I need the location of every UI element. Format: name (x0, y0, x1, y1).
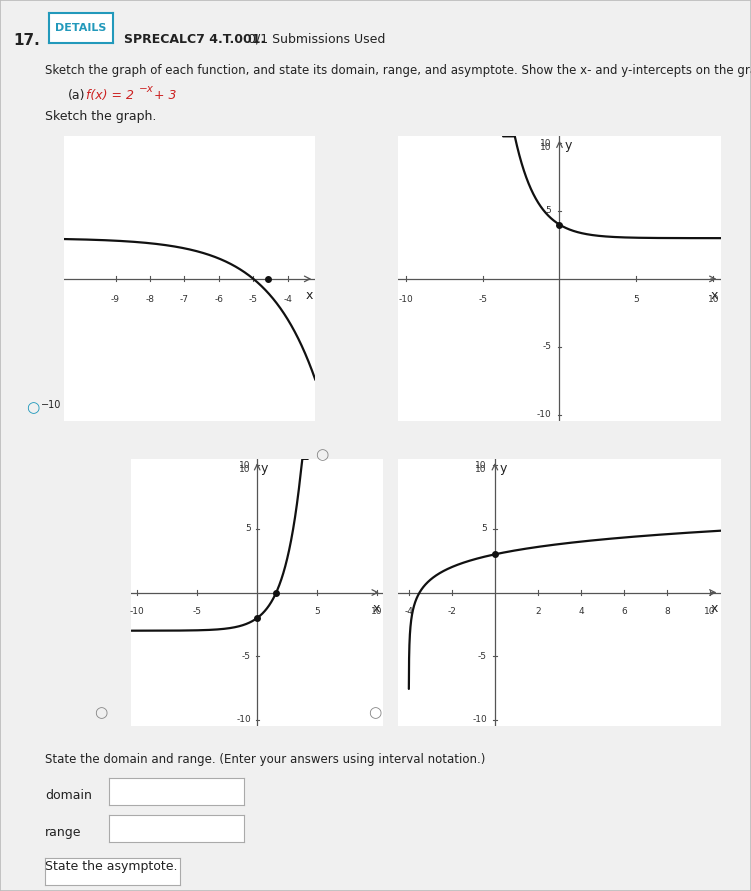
Text: -5: -5 (242, 651, 251, 660)
Text: State the domain and range. (Enter your answers using interval notation.): State the domain and range. (Enter your … (45, 753, 485, 766)
Text: 5: 5 (245, 525, 251, 534)
Text: x: x (710, 602, 718, 615)
Text: 8: 8 (665, 608, 670, 617)
Text: 10: 10 (475, 461, 487, 470)
Text: -6: -6 (215, 295, 223, 304)
Text: -5: -5 (478, 651, 487, 660)
Text: 10: 10 (475, 465, 487, 474)
Text: 0/1 Submissions Used: 0/1 Submissions Used (240, 33, 386, 46)
Text: -10: -10 (405, 410, 419, 419)
Text: SPRECALC7 4.T.001.: SPRECALC7 4.T.001. (124, 33, 265, 46)
Text: x: x (710, 289, 718, 302)
Text: -10: -10 (236, 715, 251, 724)
Text: -5: -5 (542, 342, 551, 351)
Text: 5: 5 (546, 207, 551, 216)
Text: Sketch the graph.: Sketch the graph. (45, 110, 156, 124)
Text: y: y (499, 462, 507, 475)
Text: -5: -5 (249, 295, 258, 304)
Text: 10: 10 (408, 139, 419, 148)
Text: −10: −10 (41, 400, 62, 410)
Text: + 3: + 3 (154, 89, 176, 102)
Text: 10: 10 (240, 465, 251, 474)
Text: 4: 4 (578, 608, 584, 617)
Text: -8: -8 (146, 295, 155, 304)
Text: 5: 5 (481, 525, 487, 534)
Text: -9: -9 (111, 295, 120, 304)
Text: -5: -5 (193, 608, 202, 617)
Text: 10: 10 (707, 295, 719, 304)
Text: 10: 10 (371, 608, 383, 617)
Text: y: y (430, 139, 437, 152)
Text: y: y (261, 462, 268, 475)
Text: 5: 5 (414, 207, 419, 216)
Text: Sketch the graph of each function, and state its domain, range, and asymptote. S: Sketch the graph of each function, and s… (45, 64, 751, 78)
Text: -5: -5 (478, 295, 487, 304)
Text: ○: ○ (94, 706, 107, 720)
Text: 2: 2 (535, 608, 541, 617)
Text: 10: 10 (408, 143, 419, 152)
Text: ○: ○ (368, 706, 382, 720)
Text: -7: -7 (180, 295, 189, 304)
Text: -10: -10 (398, 295, 413, 304)
Text: f(x) = 2: f(x) = 2 (86, 89, 134, 102)
Text: x: x (373, 602, 381, 615)
Text: range: range (45, 826, 82, 839)
Text: 10: 10 (704, 608, 716, 617)
Text: 10: 10 (240, 461, 251, 470)
Text: 17.: 17. (14, 33, 41, 48)
Text: ○: ○ (26, 401, 40, 415)
Text: −x: −x (139, 84, 154, 94)
Text: DETAILS: DETAILS (55, 23, 107, 33)
Text: 5: 5 (634, 295, 639, 304)
Text: -5: -5 (410, 342, 419, 351)
Text: 10: 10 (540, 143, 551, 152)
Text: State the asymptote.: State the asymptote. (45, 860, 177, 873)
Text: x: x (306, 289, 313, 302)
Text: -10: -10 (130, 608, 145, 617)
Text: -10: -10 (537, 410, 551, 419)
Text: (a): (a) (68, 89, 85, 102)
Text: 6: 6 (621, 608, 627, 617)
Text: ○: ○ (315, 447, 329, 462)
Text: -2: -2 (448, 608, 457, 617)
Text: -4: -4 (283, 295, 292, 304)
Text: -10: -10 (472, 715, 487, 724)
Text: domain: domain (45, 789, 92, 802)
Text: 10: 10 (540, 139, 551, 148)
Text: 5: 5 (314, 608, 320, 617)
Text: y: y (564, 139, 572, 152)
Text: -4: -4 (404, 608, 413, 617)
